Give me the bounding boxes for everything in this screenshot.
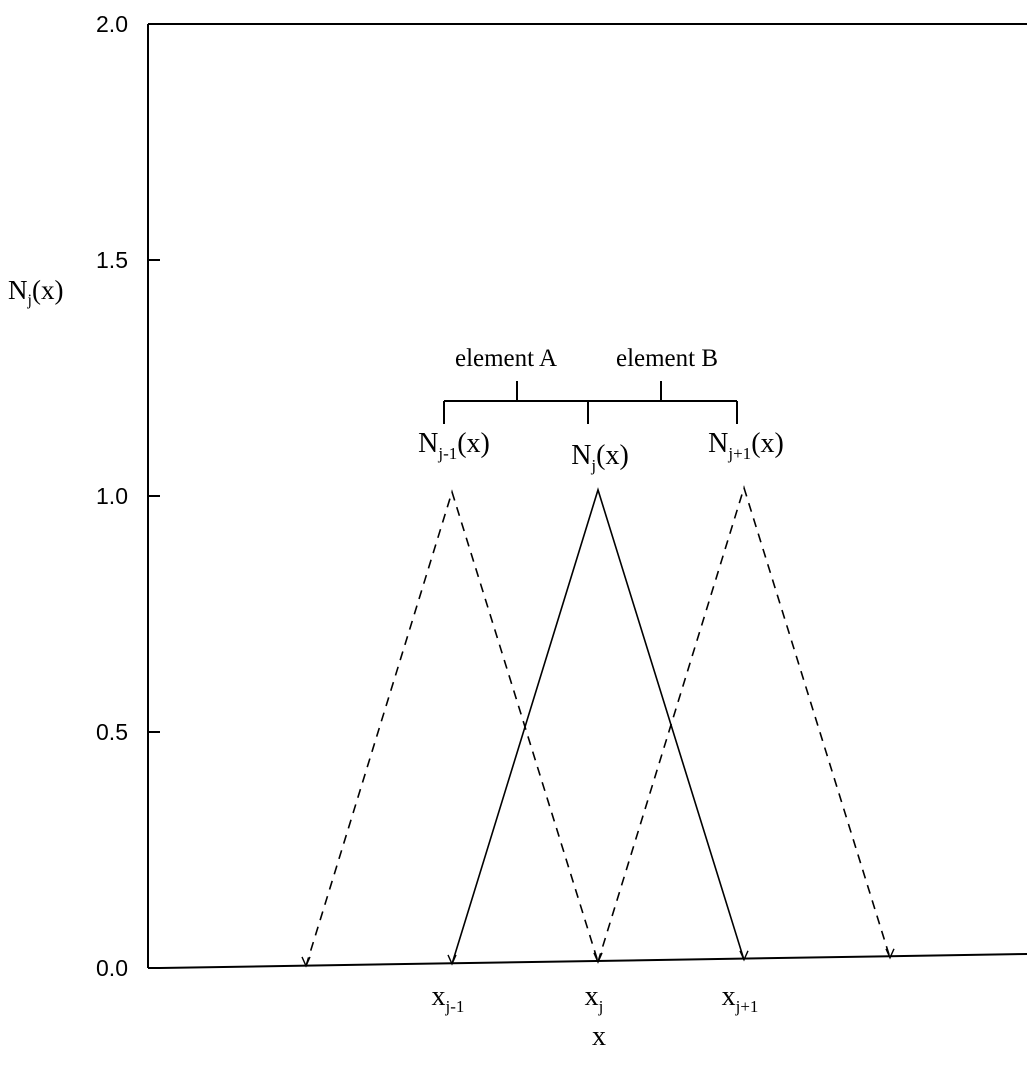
series-end-mark (885, 948, 895, 960)
x-tick-label: xj-1 (432, 981, 465, 1016)
axes-frame (147, 23, 1028, 969)
curve-label: Nj+1(x) (708, 428, 784, 463)
element-a-label: element A (455, 345, 557, 372)
x-tick-label: xj+1 (722, 981, 759, 1016)
y-axis-label-sub: j (27, 292, 32, 309)
series-end-mark (739, 950, 749, 962)
y-tick-label: 1.5 (96, 247, 128, 273)
series-end-mark (301, 956, 311, 968)
element-bracket (443, 381, 738, 424)
series-group (301, 485, 895, 968)
curve-label: Nj-1(x) (418, 428, 490, 463)
curve-labels: Nj-1(x) Nj(x) Nj+1(x) (418, 428, 784, 475)
y-tick-label: 1.0 (96, 483, 128, 509)
x-tick-label: xj (585, 981, 604, 1016)
y-tick-label: 0.5 (96, 719, 128, 745)
series-line-2 (451, 487, 745, 965)
series-line-3 (597, 485, 891, 963)
x-tick-labels: xj-1 xj xj+1 (432, 981, 759, 1016)
x-axis-label: x (592, 1021, 606, 1052)
y-ticks: 0.0 0.5 1.0 1.5 2.0 (96, 11, 160, 981)
y-tick-label: 2.0 (96, 11, 128, 37)
curve-label: Nj(x) (571, 440, 629, 475)
y-axis-label-main: N (8, 275, 28, 305)
y-axis-label-tail: (x) (32, 275, 63, 305)
series-end-mark (447, 954, 457, 966)
element-b-label: element B (616, 345, 718, 372)
y-tick-label: 0.0 (96, 955, 128, 981)
y-axis-label: Nj(x) (8, 275, 63, 309)
series-line-1 (305, 489, 599, 967)
x-axis-line (159, 953, 1028, 969)
series-end-mark (593, 952, 603, 964)
